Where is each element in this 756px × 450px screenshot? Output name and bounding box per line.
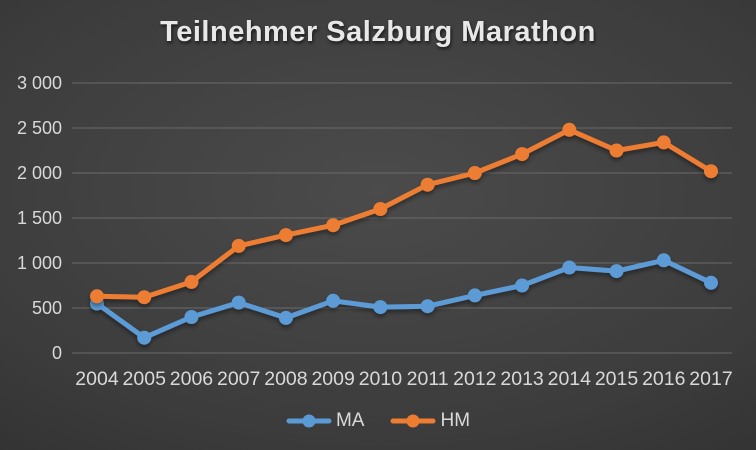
data-point-marker-hm [562,122,577,137]
legend-label-hm: HM [440,410,471,431]
x-axis-tick-label: 2005 [123,368,167,390]
data-point-marker-ma [137,330,152,345]
data-point-marker-ma [231,295,246,310]
y-axis-tick-label: 500 [32,298,62,318]
series-line-hm [94,127,714,300]
data-point-marker-ma [609,264,624,279]
y-axis-tick-label: 2 500 [17,118,62,138]
data-point-marker-hm [467,166,482,180]
data-point-marker-hm [704,164,718,179]
data-point-marker-ma [184,310,199,324]
x-axis-tick-label: 2017 [689,368,732,390]
y-axis-tick-label: 2 000 [17,163,62,183]
data-point-marker-hm [326,218,341,233]
data-point-marker-hm [137,290,152,305]
data-point-marker-hm [515,147,530,162]
x-axis-tick-label: 2014 [548,368,592,390]
x-axis-tick-label: 2011 [407,368,449,390]
data-point-marker-ma [373,300,388,315]
data-point-marker-hm [231,238,246,253]
y-axis-tick-label: 3 000 [17,73,62,93]
x-axis-tick-label: 2010 [359,368,403,390]
x-axis-tick-label: 2012 [453,368,496,390]
x-axis-tick-label: 2009 [311,368,354,390]
legend-marker-hm [390,414,436,428]
y-axis-tick-label: 1 500 [17,208,62,228]
series-line-ma [94,257,714,341]
legend-marker-ma [286,414,332,428]
data-point-marker-ma [467,288,482,303]
data-point-marker-ma [420,299,435,314]
data-point-marker-hm [373,202,388,216]
data-point-marker-ma [656,253,671,268]
data-point-marker-hm [420,177,435,192]
chart-legend: MA HM [0,410,756,432]
data-point-marker-ma [326,293,341,308]
data-point-marker-hm [278,228,293,243]
series-ma [90,253,718,345]
x-axis-tick-label: 2007 [217,368,260,390]
data-point-marker-ma [704,275,718,290]
legend-dot [302,414,316,428]
legend-label-ma: MA [335,410,365,431]
data-point-marker-hm [90,289,104,304]
chart-title: Teilnehmer Salzburg Marathon [160,16,596,48]
legend-item-hm: HM [390,410,470,432]
x-axis-tick-label: 2016 [642,368,685,390]
data-point-marker-ma [278,310,293,325]
data-point-marker-hm [609,143,624,158]
x-axis-tick-label: 2013 [500,368,543,390]
legend-dot [406,414,420,428]
data-point-marker-ma [515,278,530,293]
data-point-marker-hm [656,135,671,150]
series-hm [90,122,718,305]
x-axis-tick-label: 2004 [75,368,119,390]
data-point-marker-ma [562,260,577,275]
x-axis-tick-label: 2015 [595,368,639,390]
y-axis-tick-label: 0 [52,343,62,363]
data-point-marker-hm [184,274,199,289]
x-axis-tick-label: 2006 [170,368,213,390]
legend-item-ma: MA [286,410,365,432]
x-axis-tick-label: 2008 [264,368,307,390]
y-axis-tick-label: 1 000 [17,253,62,273]
